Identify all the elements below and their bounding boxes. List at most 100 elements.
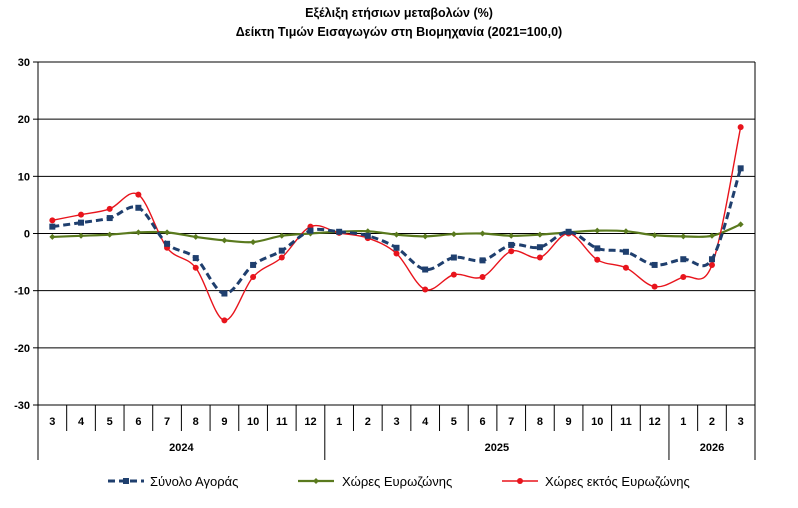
data-point: [250, 239, 257, 246]
x-tick-label: 5: [107, 416, 113, 428]
data-point: [651, 283, 658, 290]
chart-title: Εξέλιξη ετήσιων μεταβολών (%): [305, 6, 493, 20]
legend-label: Χώρες εκτός Ευρωζώνης: [545, 474, 690, 489]
data-point: [135, 229, 142, 236]
data-point: [479, 257, 486, 264]
data-point: [651, 261, 658, 268]
data-point: [479, 273, 486, 280]
legend-item: Χώρες εκτός Ευρωζώνης: [502, 474, 690, 489]
data-point: [594, 227, 601, 234]
x-tick-label: 2: [365, 416, 371, 428]
x-tick-label: 6: [135, 416, 141, 428]
data-point: [192, 255, 199, 262]
year-label: 2026: [700, 442, 724, 454]
x-tick-label: 9: [566, 416, 572, 428]
y-tick-label: 20: [18, 114, 30, 126]
data-point: [594, 256, 601, 263]
data-point: [708, 261, 715, 268]
data-point: [737, 165, 744, 172]
data-point: [78, 219, 85, 226]
data-point: [192, 264, 199, 271]
series-2: [49, 124, 744, 324]
plot-series: [49, 124, 744, 324]
x-tick-label: 10: [591, 416, 603, 428]
x-tick-label: 12: [304, 416, 316, 428]
year-label: 2025: [485, 442, 509, 454]
data-point: [393, 250, 400, 257]
data-point: [622, 264, 629, 271]
data-point: [622, 248, 629, 255]
data-point: [135, 204, 142, 211]
x-tick-label: 7: [164, 416, 170, 428]
x-tick-label: 4: [78, 416, 85, 428]
data-point: [336, 228, 343, 235]
data-point: [422, 233, 429, 240]
data-point: [536, 231, 543, 238]
y-tick-label: -30: [14, 400, 30, 412]
data-point: [508, 241, 515, 248]
data-point: [250, 273, 257, 280]
legend-item: Σύνολο Αγοράς: [108, 474, 238, 489]
data-point: [278, 247, 285, 254]
data-point: [680, 273, 687, 280]
data-point: [517, 478, 523, 484]
x-tick-label: 2: [709, 416, 715, 428]
data-point: [393, 244, 400, 251]
data-point: [221, 237, 228, 244]
data-point: [250, 261, 257, 268]
data-point: [364, 232, 371, 239]
data-point: [49, 217, 56, 224]
data-point: [313, 478, 319, 484]
x-tick-label: 11: [620, 416, 632, 428]
data-point: [135, 191, 142, 198]
data-point: [307, 227, 314, 234]
data-point: [78, 232, 85, 239]
y-tick-label: 0: [24, 229, 30, 241]
data-point: [450, 271, 457, 278]
y-tick-label: 10: [18, 171, 30, 183]
x-tick-label: 7: [508, 416, 514, 428]
x-tick-label: 5: [451, 416, 457, 428]
legend-label: Χώρες Ευρωζώνης: [342, 474, 452, 489]
data-point: [221, 317, 228, 324]
legend-item: Χώρες Ευρωζώνης: [298, 474, 452, 489]
data-point: [192, 233, 199, 240]
data-point: [508, 248, 515, 255]
series-1: [49, 221, 744, 246]
data-point: [221, 290, 228, 297]
y-tick-label: 30: [18, 57, 30, 69]
legend: Σύνολο Αγοράς Χώρες Ευρωζώνης Χώρες εκτός …: [108, 474, 690, 489]
data-point: [737, 124, 744, 131]
legend-label: Σύνολο Αγοράς: [150, 474, 238, 489]
chart-subtitle: Δείκτη Τιμών Εισαγωγών στη Βιομηχανία (2…: [236, 25, 562, 39]
y-tick-label: -20: [14, 343, 30, 355]
x-tick-label: 11: [276, 416, 288, 428]
data-point: [393, 231, 400, 238]
data-point: [78, 211, 85, 218]
data-point: [106, 215, 113, 222]
x-tick-label: 12: [648, 416, 660, 428]
data-point: [651, 232, 658, 239]
data-point: [594, 245, 601, 252]
data-point: [622, 228, 629, 235]
data-point: [708, 256, 715, 263]
data-point: [278, 232, 285, 239]
x-tick-label: 9: [221, 416, 227, 428]
data-point: [123, 478, 129, 484]
data-point: [49, 233, 56, 240]
series-0: [49, 165, 744, 297]
data-point: [164, 229, 171, 236]
data-point: [422, 266, 429, 273]
series-line: [52, 127, 742, 322]
data-point: [164, 240, 171, 247]
data-point: [479, 230, 486, 237]
data-point: [536, 244, 543, 251]
data-point: [737, 221, 744, 228]
x-tick-label: 1: [336, 416, 342, 428]
x-tick-label: 1: [680, 416, 686, 428]
x-tick-label: 8: [537, 416, 543, 428]
x-tick-label: 3: [49, 416, 55, 428]
data-point: [680, 256, 687, 263]
